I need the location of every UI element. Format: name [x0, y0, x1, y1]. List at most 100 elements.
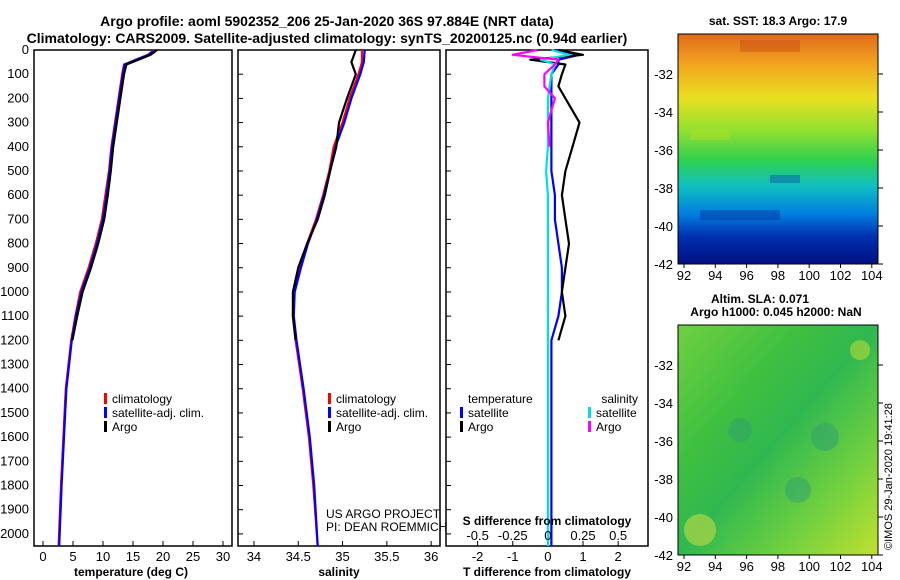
- sla-map-image: [677, 324, 879, 556]
- title-line1: Argo profile: aoml 5902352_206 25-Jan-20…: [100, 13, 554, 29]
- lat-tick-label: -38: [654, 472, 673, 487]
- lon-tick-label: 96: [739, 559, 753, 574]
- imos-stamp: ©IMOS 29-Jan-2020 19:41:28: [883, 403, 895, 550]
- legend-swatch-t-satellite: [460, 407, 463, 418]
- legend-title-salinity: salinity: [601, 392, 638, 406]
- salinity-legend: climatology satellite-adj. clim. Argo: [328, 392, 428, 434]
- legend-label-climatology: climatology: [112, 392, 172, 406]
- series-line-temperature-argo: [529, 48, 585, 341]
- legend-label-s-satellite: satellite: [596, 406, 637, 420]
- legend-label-satellite: satellite-adj. clim.: [336, 406, 428, 420]
- temperature-panel: 0 5 10 15 20 25 30 temperature (deg C) climato…: [33, 49, 233, 579]
- lat-tick-label: -32: [654, 358, 673, 373]
- x-tick-label: 10: [96, 549, 110, 564]
- x-tick-label: 0: [544, 549, 551, 564]
- legend-swatch-satellite: [104, 407, 107, 418]
- x-tick-label: 0: [39, 549, 46, 564]
- legend-swatch-climatology: [104, 393, 107, 404]
- x-tick-label: 30: [216, 549, 230, 564]
- x-tick-label: 15: [126, 549, 140, 564]
- series-line-argo: [71, 49, 158, 341]
- legend-swatch-t-argo: [460, 421, 463, 432]
- lon-tick-label: 100: [798, 559, 820, 574]
- lon-tick-label: 104: [861, 559, 883, 574]
- depth-tick-label: 600: [7, 187, 29, 202]
- sst-map-texture: [690, 40, 800, 220]
- depth-tick-label: 1200: [0, 332, 29, 347]
- sst-map-title: sat. SST: 18.3 Argo: 17.9: [709, 14, 848, 28]
- legend-swatch-argo: [328, 421, 331, 432]
- sla-map-title-line1: Altim. SLA: 0.071: [711, 292, 809, 306]
- x-tick-label: 2: [615, 549, 622, 564]
- lon-tick-label: 102: [830, 268, 852, 283]
- sla-map-title-line2: Argo h1000: 0.045 h2000: NaN: [690, 305, 861, 319]
- lat-tick-label: -40: [654, 219, 673, 234]
- legend-label-satellite: satellite-adj. clim.: [112, 406, 204, 420]
- temperature-legend: climatology satellite-adj. clim. Argo: [104, 392, 204, 434]
- difference-xlabel: T difference from climatology: [463, 565, 631, 579]
- credit-pi: PI: DEAN ROEMMICH: [326, 520, 447, 534]
- lat-tick-label: -42: [654, 548, 673, 563]
- lat-tick-label: -36: [654, 143, 673, 158]
- lat-tick-label: -40: [654, 510, 673, 525]
- top-tick-label: -0.5: [466, 528, 488, 543]
- difference-legend: temperature satellite Argo salinity sate…: [460, 392, 638, 434]
- top-tick-label: -0.25: [498, 528, 528, 543]
- depth-tick-label: 2000: [0, 526, 29, 541]
- depth-tick-label: 500: [7, 163, 29, 178]
- lat-tick-label: -34: [654, 396, 673, 411]
- lat-tick-label: -36: [654, 434, 673, 449]
- sst-map-image: [677, 33, 879, 265]
- title-line2: Climatology: CARS2009. Satellite-adjuste…: [27, 30, 628, 46]
- legend-label-t-argo: Argo: [468, 420, 494, 434]
- lon-tick-label: 94: [708, 559, 722, 574]
- difference-top-label: S difference from climatology: [463, 514, 632, 528]
- depth-tick-label: 1500: [0, 405, 29, 420]
- series-line-argo: [291, 49, 357, 341]
- x-tick-label: -1: [507, 549, 519, 564]
- legend-title-temperature: temperature: [468, 392, 533, 406]
- salinity-xlabel: salinity: [318, 565, 360, 579]
- legend-swatch-climatology: [328, 393, 331, 404]
- x-tick-label: 25: [186, 549, 200, 564]
- credit-project: US ARGO PROJECT: [326, 507, 441, 521]
- x-tick-label: 34: [247, 549, 261, 564]
- legend-label-argo: Argo: [112, 420, 138, 434]
- legend-label-climatology: climatology: [336, 392, 396, 406]
- x-tick-label: 1: [579, 549, 586, 564]
- depth-tick-label: 100: [7, 66, 29, 81]
- x-tick-label: 35.5: [374, 549, 399, 564]
- series-line-satellite-adj-clim-: [58, 49, 156, 547]
- depth-tick-label: 300: [7, 115, 29, 130]
- depth-tick-label: 1800: [0, 478, 29, 493]
- depth-tick-label: 900: [7, 260, 29, 275]
- depth-tick-label: 1400: [0, 381, 29, 396]
- depth-tick-label: 1100: [1, 308, 29, 323]
- x-tick-label: 36: [424, 549, 438, 564]
- series-line-temperature-satellite: [550, 48, 581, 546]
- sst-map-panel: sat. SST: 18.3 Argo: 17.9 -32 -34 -36 -38 -4…: [654, 14, 883, 283]
- legend-swatch-argo: [104, 421, 107, 432]
- x-tick-label: 35: [335, 549, 349, 564]
- depth-tick-label: 200: [7, 90, 29, 105]
- legend-swatch-s-argo: [588, 421, 591, 432]
- temperature-frame: [33, 49, 233, 547]
- x-tick-label: 5: [69, 549, 76, 564]
- series-line-salinity-argo: [511, 48, 560, 147]
- lon-tick-label: 98: [771, 268, 785, 283]
- depth-tick-label: 1300: [0, 357, 29, 372]
- sla-map-panel: Altim. SLA: 0.071 Argo h1000: 0.045 h200…: [654, 292, 883, 574]
- x-tick-label: 20: [156, 549, 170, 564]
- legend-swatch-s-satellite: [588, 407, 591, 418]
- lon-tick-label: 102: [830, 559, 852, 574]
- x-tick-label: 34.5: [286, 549, 311, 564]
- legend-label-argo: Argo: [336, 420, 362, 434]
- depth-tick-label: 1700: [0, 453, 29, 468]
- lat-tick-label: -42: [654, 257, 673, 272]
- lon-tick-label: 96: [739, 268, 753, 283]
- legend-label-t-satellite: satellite: [468, 406, 509, 420]
- top-tick-label: 0.5: [609, 528, 627, 543]
- lat-tick-label: -38: [654, 181, 673, 196]
- depth-tick-label: 1000: [0, 284, 29, 299]
- legend-label-s-argo: Argo: [596, 420, 622, 434]
